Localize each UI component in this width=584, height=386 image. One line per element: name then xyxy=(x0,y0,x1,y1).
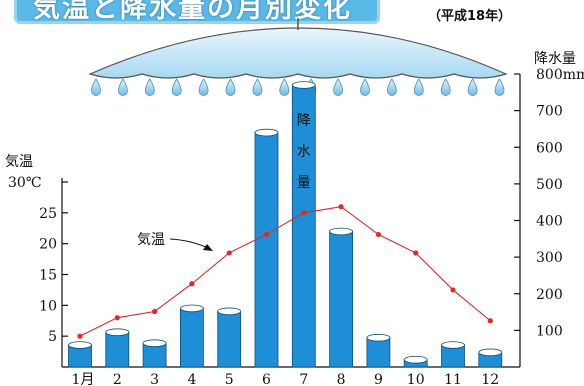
temperature-point xyxy=(77,333,83,339)
left-tick-label: 25 xyxy=(39,206,57,222)
precipitation-bars xyxy=(68,81,503,368)
precipitation-bar-top xyxy=(105,328,130,337)
umbrella-illustration xyxy=(88,18,508,96)
precipitation-label-char: 水 xyxy=(297,144,311,160)
month-label: 6 xyxy=(262,372,271,386)
month-label: 2 xyxy=(113,372,122,386)
temperature-annotation: 気温 xyxy=(137,232,213,251)
rain-drop xyxy=(252,78,263,96)
precipitation-bar-top xyxy=(68,341,92,349)
month-label: 12 xyxy=(481,372,499,386)
left-tick-label: 10 xyxy=(39,298,57,314)
month-label: 4 xyxy=(187,372,196,386)
left-tick-label: 15 xyxy=(39,268,57,284)
left-axis-title: 気温 xyxy=(5,154,33,170)
month-label: 1月 xyxy=(72,372,95,386)
temperature-point xyxy=(263,231,270,238)
annotation-leader xyxy=(169,238,209,249)
precipitation-bar-top xyxy=(366,333,391,342)
rain-drop xyxy=(494,78,505,96)
precipitation-bar xyxy=(179,307,204,368)
rain-drop xyxy=(387,78,397,96)
rain-drop xyxy=(198,78,209,96)
temperature-point xyxy=(152,308,158,315)
precipitation-bar-top xyxy=(254,128,279,137)
x-tick-labels: 1月 2 3 4 5 6 7 8 9 10 11 12 xyxy=(72,372,500,386)
temperature-point xyxy=(189,281,195,287)
left-tick-label: 5 xyxy=(48,329,57,345)
right-tick-label: 800mm xyxy=(536,67,584,83)
temperature-point xyxy=(114,315,120,321)
precipitation-bar-top xyxy=(217,307,242,316)
rain-drop xyxy=(144,78,155,96)
rain-drop xyxy=(467,78,478,96)
temperature-point xyxy=(450,287,456,293)
precipitation-bar-top xyxy=(142,339,167,347)
precipitation-bar-top xyxy=(329,227,354,236)
title-banner: 気温と降水量の月別変化 xyxy=(14,0,380,24)
temperature-point xyxy=(413,250,419,256)
rain-drop xyxy=(225,78,236,96)
rain-drops xyxy=(91,78,505,96)
right-tick-label: 600 xyxy=(536,140,563,156)
left-axis: 5 10 15 20 25 30℃ xyxy=(8,175,68,367)
rain-drop xyxy=(91,78,101,96)
rain-drop xyxy=(440,78,451,96)
right-tick-label: 300 xyxy=(536,250,563,266)
left-tick-label: 20 xyxy=(39,237,57,253)
temperature-point xyxy=(226,250,232,256)
rain-drop xyxy=(360,78,370,96)
temperature-label: 気温 xyxy=(137,232,165,248)
rain-drop xyxy=(171,78,182,96)
temperature-point xyxy=(338,204,344,210)
precipitation-label-char: 量 xyxy=(297,175,311,191)
temperature-series xyxy=(77,204,493,339)
temperature-point xyxy=(301,210,307,216)
chart-title: 気温と降水量の月別変化 xyxy=(33,0,352,24)
temperature-line xyxy=(79,206,491,337)
left-tick-label: 30℃ xyxy=(8,175,41,191)
month-label: 5 xyxy=(225,372,234,386)
month-label: 3 xyxy=(150,372,159,386)
annotation-arrowhead xyxy=(203,244,213,251)
month-label: 8 xyxy=(337,372,346,386)
precipitation-bar xyxy=(254,132,279,368)
precipitation-bar-top xyxy=(291,81,316,89)
year-note: （平成18年） xyxy=(428,9,512,24)
precipitation-bar-top xyxy=(179,304,204,313)
month-label: 7 xyxy=(299,372,308,386)
right-tick-label: 200 xyxy=(536,287,563,303)
rain-drop xyxy=(413,78,424,96)
right-axis-title: 降水量 xyxy=(534,51,576,67)
precipitation-bar xyxy=(105,331,130,368)
precipitation-label-char: 降 xyxy=(297,113,311,129)
month-label: 11 xyxy=(444,372,462,386)
month-label: 10 xyxy=(407,372,425,386)
umbrella-canopy xyxy=(88,27,508,79)
rain-drop xyxy=(279,78,290,96)
rain-drop xyxy=(333,78,343,96)
right-tick-label: 500 xyxy=(536,177,563,193)
right-tick-label: 400 xyxy=(536,214,563,230)
right-tick-label: 100 xyxy=(536,323,563,339)
precipitation-label: 降水量 xyxy=(297,113,311,191)
precipitation-bar-top xyxy=(441,341,465,349)
month-label: 9 xyxy=(374,372,383,386)
precipitation-bar-top xyxy=(403,355,428,364)
rain-drop xyxy=(118,78,128,96)
precipitation-bar-top xyxy=(478,348,503,357)
right-tick-label: 700 xyxy=(536,104,563,120)
temperature-point xyxy=(487,318,493,324)
precipitation-bar xyxy=(366,337,391,368)
right-axis: 100 200 300 400 500 600 700 800mm xyxy=(514,67,584,367)
precipitation-bar xyxy=(329,231,354,368)
precipitation-bar xyxy=(217,310,242,368)
temperature-point xyxy=(375,231,381,238)
